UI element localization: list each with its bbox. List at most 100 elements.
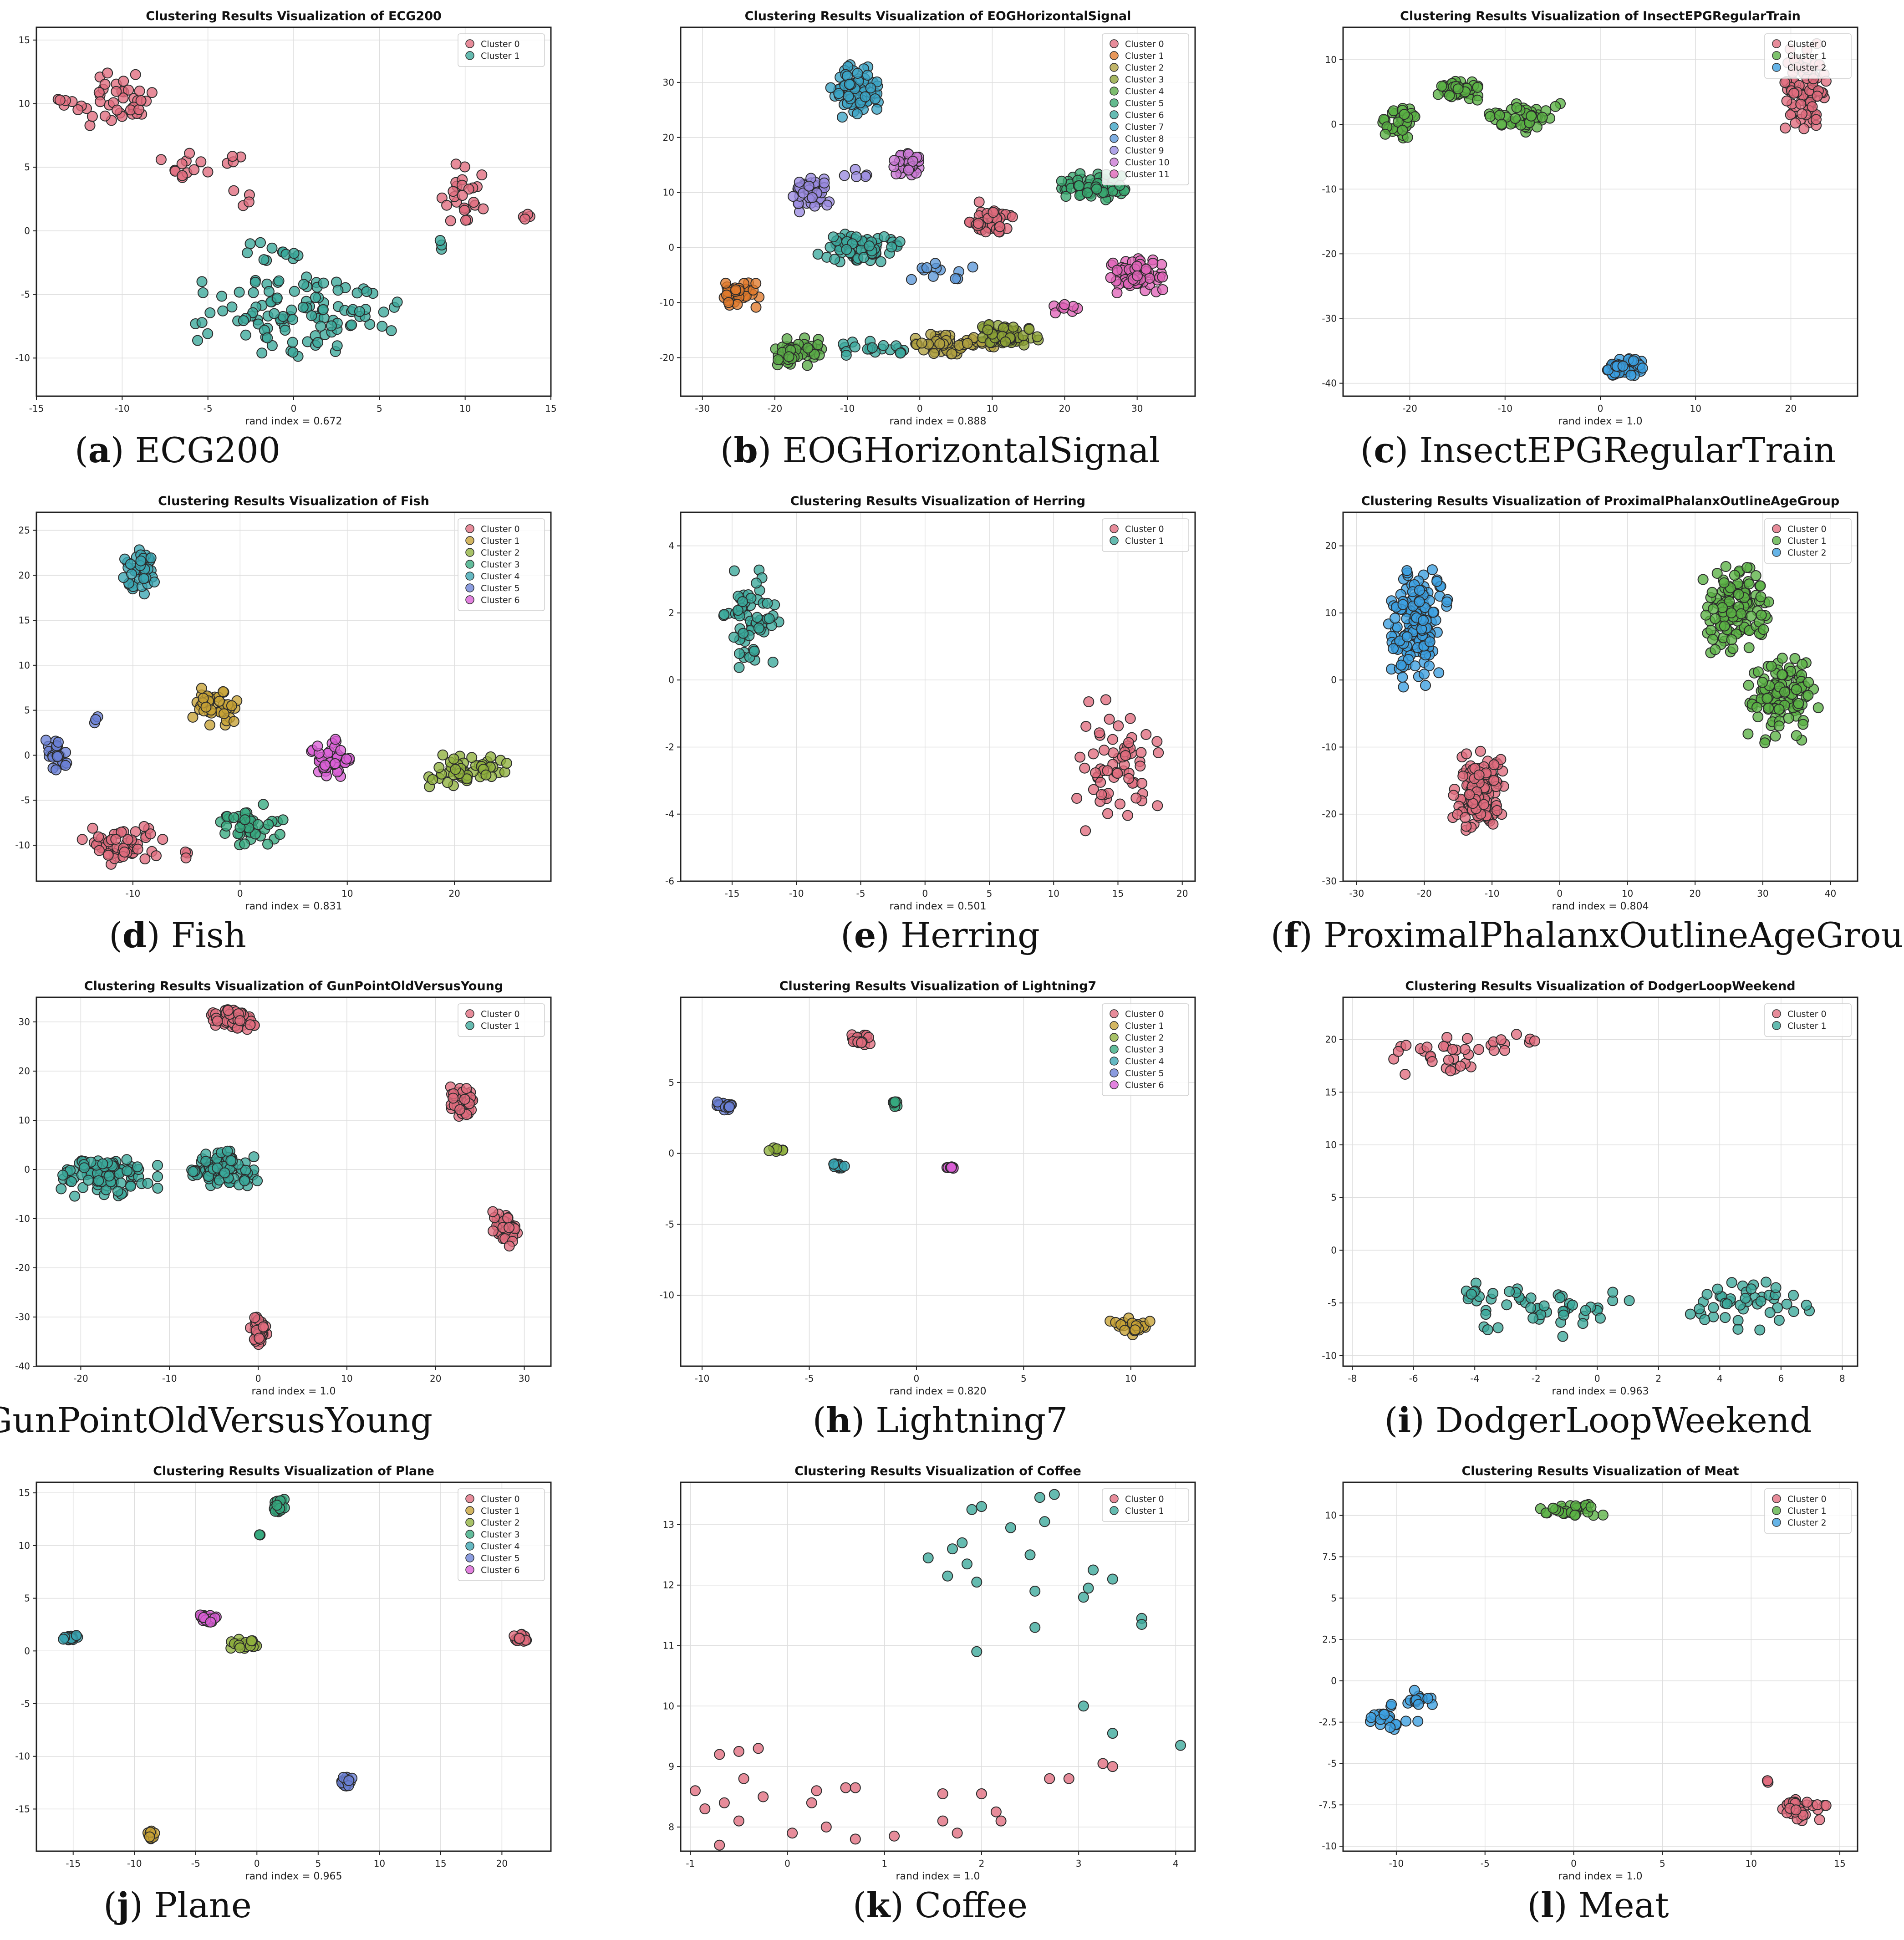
y-tick-label: 15 xyxy=(19,615,30,626)
x-tick-label: 0 xyxy=(1557,888,1563,899)
x-tick-label: -10 xyxy=(1389,1858,1404,1869)
x-tick-label: 15 xyxy=(545,403,556,414)
scatter-point xyxy=(1418,615,1429,626)
x-tick-label: 5 xyxy=(1660,1858,1665,1869)
chart-title: Clustering Results Visualization of Ligh… xyxy=(779,979,1097,993)
scatter-point xyxy=(1511,102,1522,113)
legend-marker xyxy=(1772,51,1781,60)
scatter-point xyxy=(1410,660,1421,672)
scatter-point xyxy=(1719,620,1730,632)
caption-paren: ) xyxy=(758,430,783,470)
scatter-point xyxy=(1779,686,1790,698)
caption-paren: ( xyxy=(75,430,88,470)
x-tick-label: 10 xyxy=(374,1858,385,1869)
scatter-point xyxy=(258,254,270,265)
legend: Cluster 0 Cluster 1 Cluster 2 Cluster 3 Clus… xyxy=(458,1488,545,1581)
scatter-point xyxy=(117,92,129,104)
scatter-point xyxy=(132,843,143,855)
x-tick-label: -5 xyxy=(191,1858,200,1869)
legend-marker xyxy=(1772,524,1781,533)
scatter-point xyxy=(40,735,51,746)
legend-marker xyxy=(465,524,474,533)
scatter-point xyxy=(146,87,158,98)
legend-marker xyxy=(1772,1021,1781,1030)
scatter-point xyxy=(144,1831,155,1843)
scatter-point xyxy=(93,831,104,842)
legend-marker xyxy=(1772,39,1781,48)
y-tick-label: 20 xyxy=(663,132,674,143)
scatter-point xyxy=(1697,574,1709,585)
scatter-point xyxy=(1743,578,1755,590)
scatter-point xyxy=(1785,109,1796,121)
x-tick-label: 15 xyxy=(1112,888,1124,899)
scatter-point xyxy=(319,760,331,771)
scatter-point xyxy=(1123,737,1134,748)
scatter-point xyxy=(1395,659,1407,671)
x-axis-label: rand index = 1.0 xyxy=(896,1871,980,1882)
y-tick-label: 11 xyxy=(663,1640,674,1651)
y-tick-label: 4 xyxy=(668,541,674,551)
scatter-point xyxy=(787,1828,798,1839)
scatter-points xyxy=(1388,1029,1815,1342)
scatter-point xyxy=(271,292,283,304)
scatter-point xyxy=(53,736,64,748)
scatter-point xyxy=(825,82,836,93)
scatter-point xyxy=(783,351,794,362)
scatter-point xyxy=(1511,1029,1522,1040)
legend-label: Cluster 1 xyxy=(1125,1506,1164,1516)
legend-box xyxy=(1764,1003,1852,1037)
caption-dataset: Plane xyxy=(154,1885,252,1925)
scatter-point xyxy=(1399,109,1410,120)
scatter-point xyxy=(485,751,496,762)
y-tick-label: 10 xyxy=(19,1540,30,1551)
scatter-point xyxy=(1781,1298,1792,1310)
panel-j: -15 -10 -5 0 5 10 15 20 -15 -10 -5 0 5 10 15 Clustering… xyxy=(15,1464,552,1925)
scatter-point xyxy=(952,1828,963,1839)
scatter-point xyxy=(60,760,71,771)
scatter-point xyxy=(1080,825,1091,837)
scatter-point xyxy=(1094,727,1105,739)
caption-dataset: EOGHorizontalSignal xyxy=(782,430,1160,470)
scatter-point xyxy=(262,332,273,343)
scatter-point xyxy=(871,103,882,115)
scatter-point xyxy=(738,1773,749,1784)
scatter-point xyxy=(138,821,150,832)
x-tick-label: 10 xyxy=(1690,403,1701,414)
scatter-point xyxy=(1788,87,1800,99)
legend: Cluster 0 Cluster 1 xyxy=(1764,1003,1852,1037)
scatter-point xyxy=(751,577,762,589)
scatter-point xyxy=(216,291,227,302)
legend: Cluster 0 Cluster 1 Cluster 2 xyxy=(1764,33,1852,79)
scatter-point xyxy=(239,838,250,850)
scatter-point xyxy=(249,276,261,288)
scatter-point xyxy=(971,1577,983,1588)
scatter-point xyxy=(976,1501,987,1512)
scatter-point xyxy=(54,94,66,106)
y-tick-label: 5 xyxy=(668,1077,674,1088)
legend-label: Cluster 2 xyxy=(481,548,520,558)
scatter-point xyxy=(468,197,479,208)
scatter-point xyxy=(1755,591,1767,602)
scatter-point xyxy=(459,204,470,216)
y-tick-label: -2.5 xyxy=(1319,1717,1337,1728)
scatter-point xyxy=(252,1175,263,1186)
legend: Cluster 0 Cluster 1 Cluster 2 xyxy=(1764,518,1852,564)
legend-marker xyxy=(1110,1506,1119,1515)
legend-label: Cluster 0 xyxy=(1787,39,1827,49)
x-tick-label: 10 xyxy=(1048,888,1059,899)
scatter-point xyxy=(1100,694,1111,705)
y-tick-label: 10 xyxy=(663,1700,674,1711)
panel-caption: (d) Fish xyxy=(109,915,246,955)
scatter-point xyxy=(204,307,216,318)
x-tick-label: -20 xyxy=(1417,888,1432,899)
scatter-point xyxy=(1766,660,1777,672)
scatter-point xyxy=(126,568,137,580)
caption-letter: b xyxy=(734,430,758,470)
scatter-point xyxy=(1473,1044,1484,1055)
legend-label: Cluster 5 xyxy=(481,1553,520,1563)
scatter-point xyxy=(1457,771,1469,782)
scatter-point xyxy=(1788,1290,1799,1301)
scatter-point xyxy=(145,552,157,564)
legend-marker xyxy=(465,536,474,545)
scatter-point xyxy=(1386,1699,1397,1710)
